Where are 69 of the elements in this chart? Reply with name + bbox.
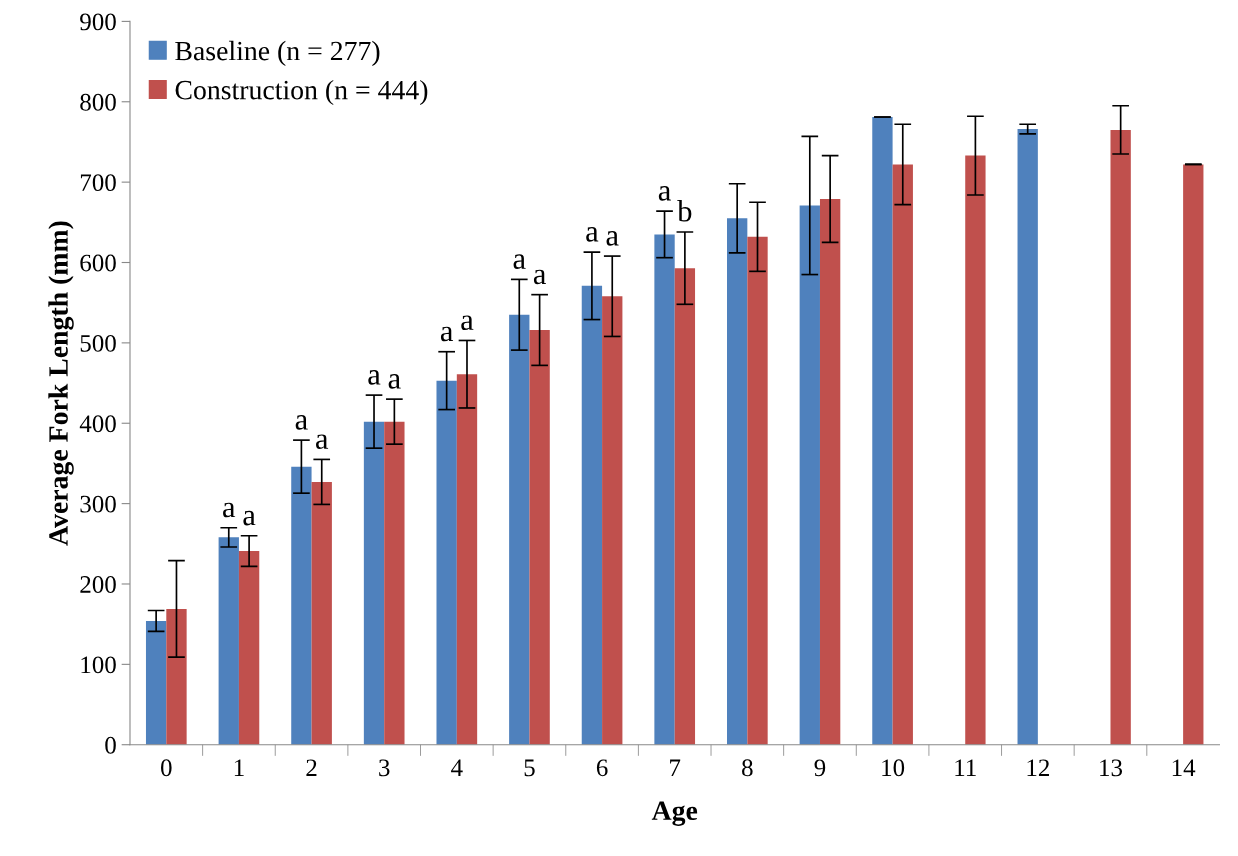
bar <box>654 234 675 745</box>
y-tick-label: 0 <box>105 736 116 754</box>
annotation: a <box>223 502 236 518</box>
x-tick-label: 6 <box>596 759 608 777</box>
annotation: a <box>295 415 308 430</box>
annotation: a <box>388 374 401 389</box>
y-tick-label: 500 <box>80 334 116 352</box>
legend-label: Construction (n = 444) <box>175 79 428 106</box>
bar <box>311 481 332 745</box>
annotation: a <box>586 227 599 242</box>
x-tick-label: 12 <box>1027 759 1049 776</box>
bar <box>581 285 603 745</box>
x-tick-label: 14 <box>1172 759 1196 776</box>
y-tick-label: 400 <box>79 415 116 433</box>
x-tick-label: 7 <box>670 759 681 776</box>
bar <box>363 421 385 745</box>
bar <box>1183 164 1204 745</box>
x-tick-label: 10 <box>882 759 905 777</box>
x-tick-label: 8 <box>742 759 753 777</box>
bar <box>674 268 696 745</box>
annotation: b <box>677 200 692 222</box>
annotation: a <box>513 254 526 270</box>
x-tick-label: 11 <box>955 759 976 776</box>
annotation: a <box>533 269 546 285</box>
annotation: a <box>606 231 619 246</box>
bar <box>747 236 768 745</box>
bar <box>218 537 239 745</box>
y-tick-label: 600 <box>80 254 116 272</box>
annotation: a <box>440 326 454 342</box>
bar <box>1017 129 1038 745</box>
bar <box>291 466 312 745</box>
annotation: a <box>368 370 381 385</box>
x-tick-label: 9 <box>814 759 826 777</box>
y-tick-label: 300 <box>80 495 116 513</box>
y-tick-label: 900 <box>80 13 116 31</box>
x-tick-label: 4 <box>451 759 463 776</box>
y-tick-label: 100 <box>81 656 116 674</box>
bar <box>819 199 841 745</box>
x-tick-label: 0 <box>161 759 172 777</box>
x-axis-title: Age <box>651 801 698 826</box>
y-tick-label: 700 <box>80 174 116 192</box>
annotation: a <box>461 315 474 331</box>
annotation: a <box>243 510 256 526</box>
y-axis-title: Average Fork Length (mm) <box>48 221 74 546</box>
bar <box>1110 129 1131 745</box>
x-tick-label: 1 <box>234 759 244 776</box>
bar <box>892 164 913 745</box>
bar <box>456 374 478 745</box>
x-tick-label: 2 <box>306 759 317 776</box>
bar <box>727 218 748 745</box>
bar <box>384 421 405 745</box>
bar <box>166 608 187 745</box>
bar <box>145 620 167 745</box>
annotation: a <box>658 186 671 201</box>
bar <box>509 314 530 745</box>
x-tick-label: 3 <box>379 759 390 777</box>
bar <box>436 380 457 745</box>
annotation: a <box>316 434 329 450</box>
bar <box>799 205 820 745</box>
bar <box>602 296 623 745</box>
y-tick-label: 800 <box>80 93 116 111</box>
legend-label: Baseline (n = 277) <box>175 40 380 67</box>
y-tick-label: 200 <box>80 576 116 593</box>
bar <box>872 117 893 745</box>
x-tick-label: 5 <box>524 759 535 777</box>
bar <box>965 155 986 745</box>
bar <box>529 330 550 745</box>
bar <box>238 551 260 745</box>
x-tick-label: 13 <box>1100 759 1123 777</box>
